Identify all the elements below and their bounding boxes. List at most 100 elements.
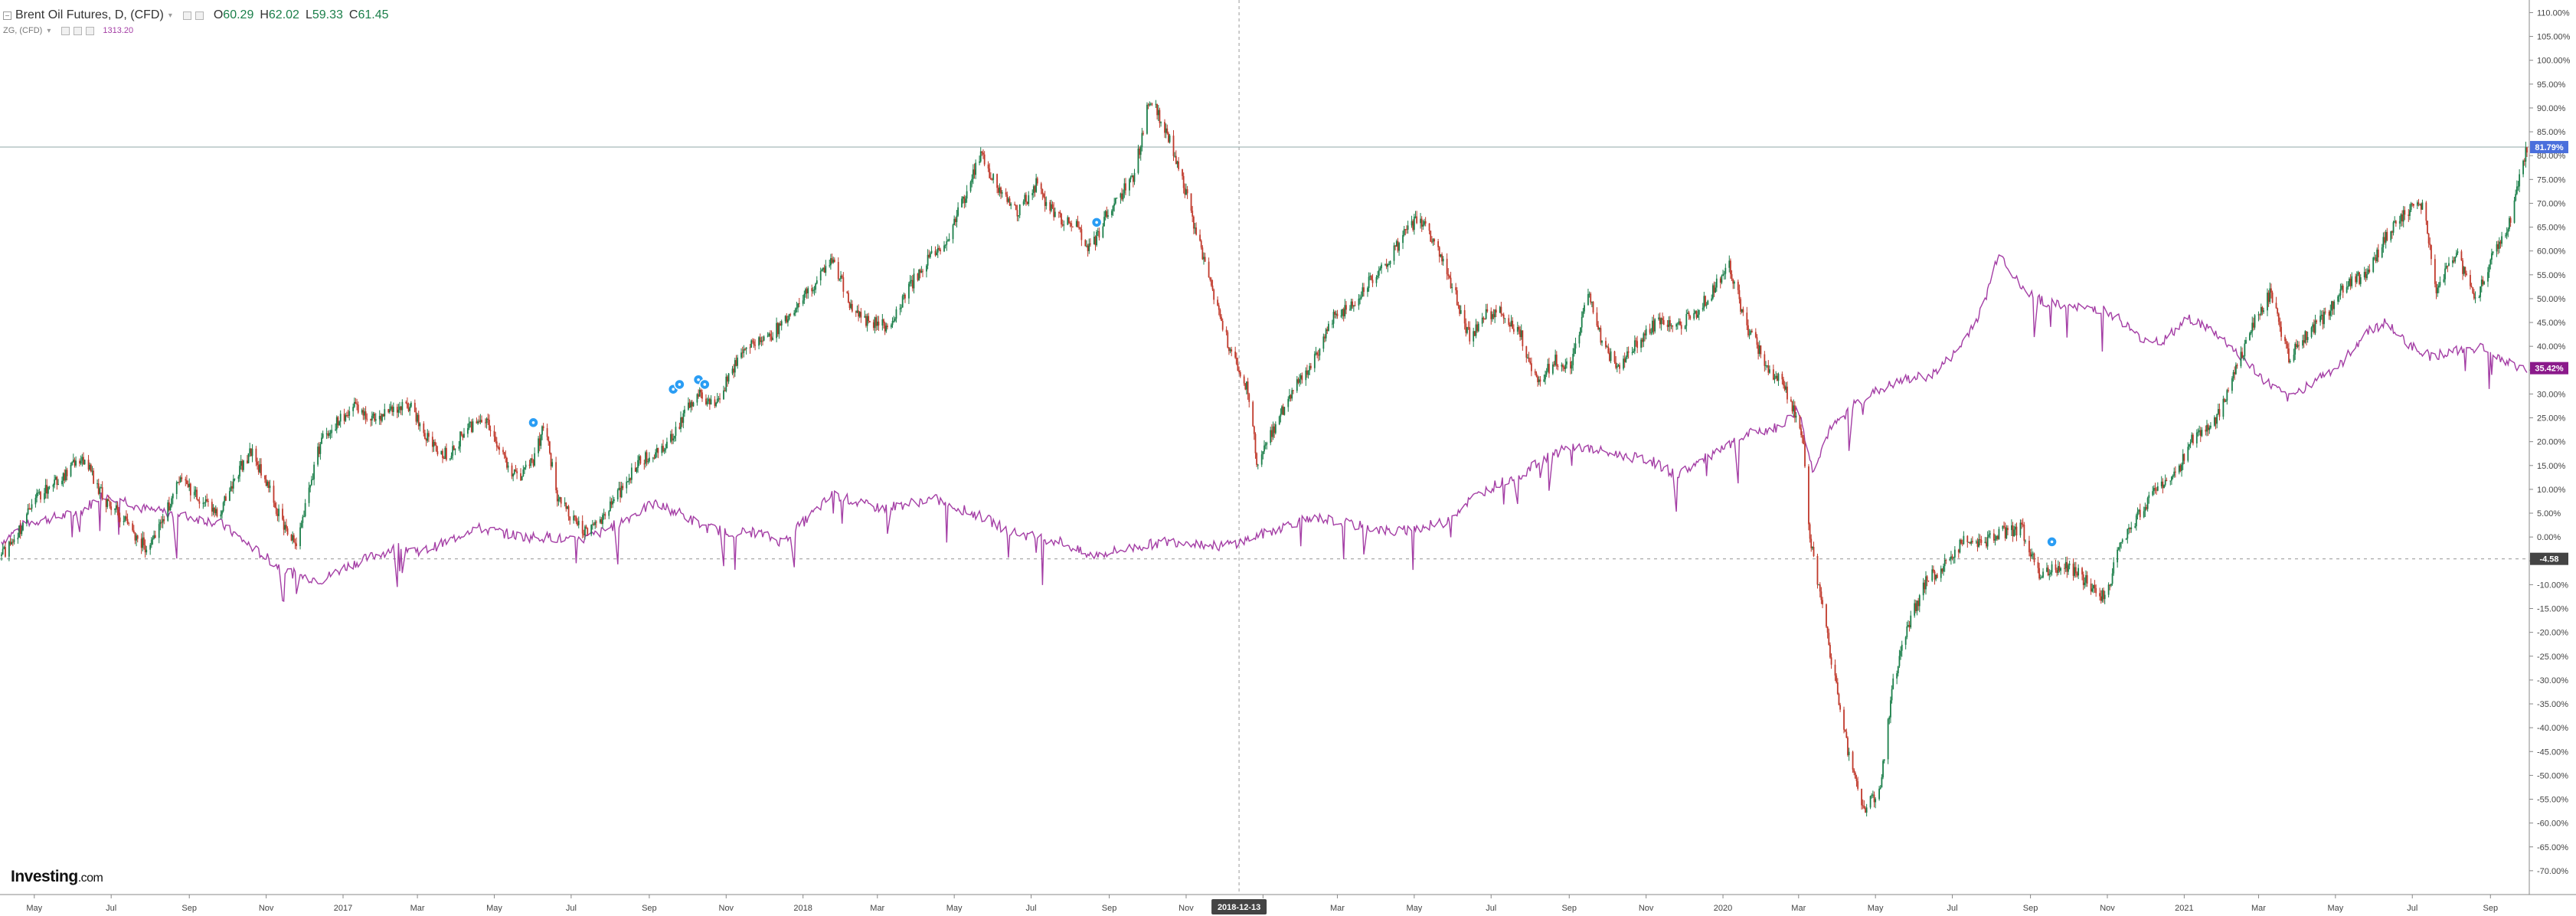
candle	[2457, 248, 2459, 255]
candle	[1257, 463, 1259, 469]
candle-body	[1407, 225, 1409, 230]
candle-body	[661, 446, 663, 453]
collapse-legend-icon[interactable]	[3, 11, 11, 20]
candle-body	[1935, 574, 1937, 580]
candle	[1228, 346, 1230, 355]
candle-body	[1617, 365, 1620, 367]
series-settings-chevron-icon[interactable]: ▾	[168, 11, 172, 20]
candle-body	[2314, 320, 2316, 333]
candle	[309, 484, 312, 492]
candle-body	[1980, 539, 1983, 543]
candle	[1282, 404, 1284, 416]
candle-body	[948, 239, 950, 240]
candle	[1615, 356, 1617, 370]
x-tick-label: Nov	[1178, 904, 1194, 913]
candle	[2125, 538, 2127, 541]
candle-body	[2181, 464, 2182, 471]
candle	[1525, 345, 1528, 363]
candle-body	[407, 403, 408, 408]
event-marker-icon[interactable]	[674, 378, 685, 391]
candle-body	[79, 460, 80, 464]
candle-body	[488, 420, 490, 430]
candle-body	[140, 538, 142, 548]
candle	[179, 475, 181, 483]
event-marker-icon[interactable]	[699, 378, 711, 391]
candle	[1120, 192, 1122, 204]
candle-body	[2085, 574, 2087, 583]
candle	[220, 510, 222, 520]
candle-body	[1582, 311, 1584, 317]
candle	[516, 468, 518, 479]
candle-body	[762, 340, 763, 342]
candle	[1420, 216, 1423, 232]
candle	[1754, 328, 1757, 339]
candle	[829, 254, 832, 270]
candle-body	[1950, 556, 1952, 559]
candle-body	[672, 438, 675, 441]
candle	[75, 456, 77, 468]
candle	[1808, 464, 1809, 531]
candle	[1036, 176, 1038, 186]
candle-body	[731, 368, 734, 374]
event-marker-icon[interactable]	[528, 417, 539, 429]
candle-body	[2144, 507, 2146, 512]
candle	[1584, 302, 1585, 314]
candle-body	[1914, 603, 1917, 611]
candle-body	[557, 499, 560, 502]
candle	[1988, 530, 1990, 538]
series-settings-icon[interactable]	[195, 11, 204, 20]
candle	[665, 443, 667, 453]
event-marker-icon[interactable]	[2046, 536, 2058, 548]
price-badges-layer: 81.79%35.42%-4.58	[2530, 141, 2568, 565]
candle-body	[1959, 539, 1961, 553]
x-tick-label: 2020	[1714, 904, 1732, 913]
candle	[460, 431, 463, 437]
candle-body	[1160, 122, 1162, 123]
candle	[2068, 561, 2071, 570]
candle	[353, 397, 355, 408]
candle-body	[1043, 194, 1044, 198]
candle	[21, 525, 23, 536]
candle	[1278, 415, 1280, 426]
y-tick-label: 5.00%	[2537, 509, 2561, 519]
candle-body	[2, 548, 4, 555]
toggle-visibility-icon[interactable]	[182, 11, 191, 20]
candle	[136, 535, 139, 543]
candle	[347, 409, 349, 418]
candle-body	[1289, 394, 1290, 399]
candle-body	[212, 508, 214, 512]
candle	[18, 525, 20, 538]
compare-remove-icon[interactable]	[86, 26, 95, 35]
candle-body	[735, 360, 737, 366]
candle	[275, 502, 277, 516]
candle-body	[512, 473, 515, 477]
candle	[1871, 793, 1873, 799]
candle-body	[1689, 316, 1692, 319]
candle	[1845, 728, 1848, 738]
candle	[2509, 216, 2512, 227]
candle-body	[2110, 584, 2112, 586]
candle-body	[1616, 366, 1618, 368]
candle-body	[807, 288, 809, 294]
compare-visibility-icon[interactable]	[61, 26, 70, 35]
candle-body	[2192, 434, 2194, 443]
compare-settings-icon[interactable]	[74, 26, 83, 35]
event-marker-icon[interactable]	[1090, 217, 1103, 228]
y-tick-label: 80.00%	[2537, 152, 2566, 161]
candle	[1769, 365, 1770, 375]
candle-body	[2473, 293, 2475, 299]
candle	[1349, 305, 1351, 312]
candle-body	[1093, 237, 1095, 245]
investing-logo[interactable]: Investing.com	[11, 868, 103, 886]
compare-settings-chevron-icon[interactable]: ▾	[47, 26, 51, 35]
candle-body	[1961, 543, 1963, 545]
y-tick-label: 0.00%	[2537, 533, 2561, 542]
candle	[13, 535, 15, 545]
candle-body	[124, 516, 126, 522]
candle	[2333, 299, 2336, 316]
candle	[1227, 330, 1229, 348]
candle	[1084, 239, 1087, 247]
candle	[1906, 621, 1908, 640]
candle	[1297, 377, 1299, 384]
